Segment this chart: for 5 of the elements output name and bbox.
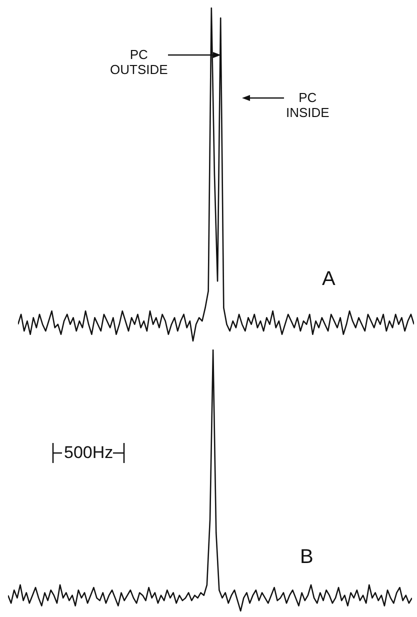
text: B [300, 546, 314, 569]
text: A [322, 268, 336, 291]
annotation: PC OUTSIDE [110, 47, 168, 77]
annotation: 500Hz [64, 443, 114, 462]
annotation: PC INSIDE [286, 90, 330, 120]
